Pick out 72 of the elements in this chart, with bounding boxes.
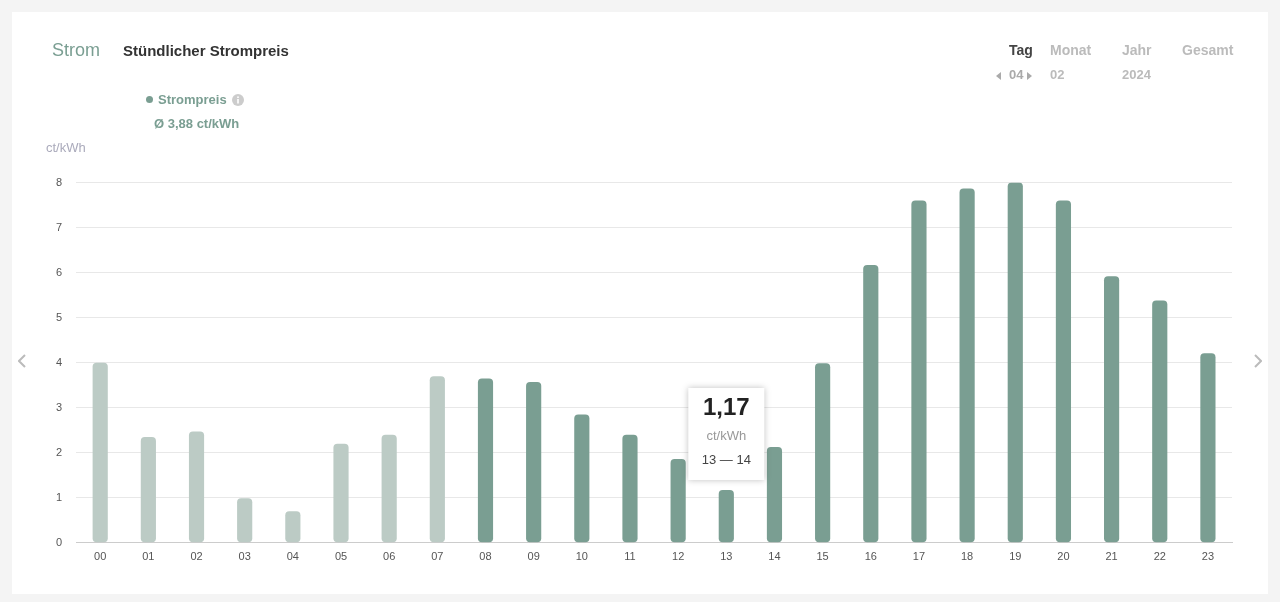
x-tick-label: 08	[479, 550, 492, 563]
x-tick-label: 04	[286, 550, 299, 563]
bar	[526, 382, 542, 543]
annotation: 13 — 14	[701, 451, 751, 467]
bar	[1200, 353, 1216, 543]
x-tick-label: 03	[238, 550, 251, 563]
x-tick-label: 00	[94, 550, 107, 563]
bar	[381, 434, 397, 543]
bar	[1152, 300, 1168, 543]
text: 2024	[1122, 67, 1151, 82]
y-tick-label: 0	[55, 535, 63, 548]
bar	[766, 446, 783, 543]
bar	[959, 188, 975, 543]
bar	[863, 265, 879, 543]
bar	[477, 378, 494, 543]
x-tick-label: 23	[1201, 550, 1215, 563]
x-tick-label: 05	[334, 550, 348, 563]
bar	[1104, 276, 1120, 543]
x-tick-label: 20	[1057, 550, 1070, 563]
bar	[718, 490, 734, 543]
bar	[911, 200, 927, 543]
x-tick-label: 14	[768, 550, 781, 563]
x-tick-label: 16	[864, 550, 877, 563]
bar	[92, 362, 108, 543]
y-tick-label: 8	[55, 175, 63, 188]
bar	[429, 376, 445, 543]
bar	[1055, 200, 1072, 543]
y-tick-label: 3	[55, 400, 63, 413]
text: Jahr	[1122, 42, 1152, 58]
bar	[1007, 182, 1023, 543]
text: Gesamt	[1182, 42, 1234, 58]
x-tick-label: 10	[575, 550, 588, 563]
y-tick-label: 4	[55, 355, 63, 368]
x-tick-label: 11	[624, 550, 636, 563]
x-tick-label: 01	[142, 550, 155, 563]
legend-label: Strompreis	[158, 92, 227, 107]
y-tick-label: 6	[55, 265, 63, 278]
y-axis-title: ct/kWh	[46, 140, 86, 155]
x-tick-label: 15	[816, 550, 829, 563]
x-tick-label: 02	[190, 550, 203, 563]
x-tick-label: 19	[1009, 550, 1022, 563]
annotation: ct/kWh	[706, 427, 747, 443]
x-tick-label: 06	[383, 550, 396, 563]
x-tick-label: 12	[672, 550, 685, 563]
bar	[285, 511, 301, 543]
bar	[333, 443, 349, 543]
bar	[237, 498, 253, 543]
y-tick-label: 2	[55, 445, 63, 458]
text: Ø 3,88 ct/kWh	[154, 116, 240, 131]
y-tick-label: 7	[55, 220, 63, 233]
x-tick-label: 18	[960, 550, 974, 563]
bar	[574, 414, 590, 543]
y-tick-label: 1	[55, 490, 63, 503]
x-tick-label: 17	[912, 550, 926, 563]
chart-subtitle: Stündlicher Strompreis	[123, 42, 289, 59]
bar	[622, 434, 638, 543]
x-tick-label: 13	[720, 550, 733, 563]
annotation: 1,17	[702, 392, 750, 420]
chart-title: Strom	[52, 40, 101, 61]
x-tick-label: 22	[1153, 550, 1166, 563]
text: Tag	[1009, 42, 1033, 58]
text: 02	[1050, 67, 1065, 82]
y-tick-label: 5	[55, 310, 63, 323]
text: 04	[1009, 67, 1024, 82]
bar	[670, 459, 686, 543]
x-tick-label: 09	[527, 550, 540, 563]
x-tick-label: 07	[431, 550, 444, 563]
x-tick-label: 21	[1105, 550, 1118, 563]
text: Monat	[1050, 42, 1092, 58]
bar	[188, 431, 205, 543]
bar	[140, 436, 156, 543]
bar	[815, 363, 831, 543]
